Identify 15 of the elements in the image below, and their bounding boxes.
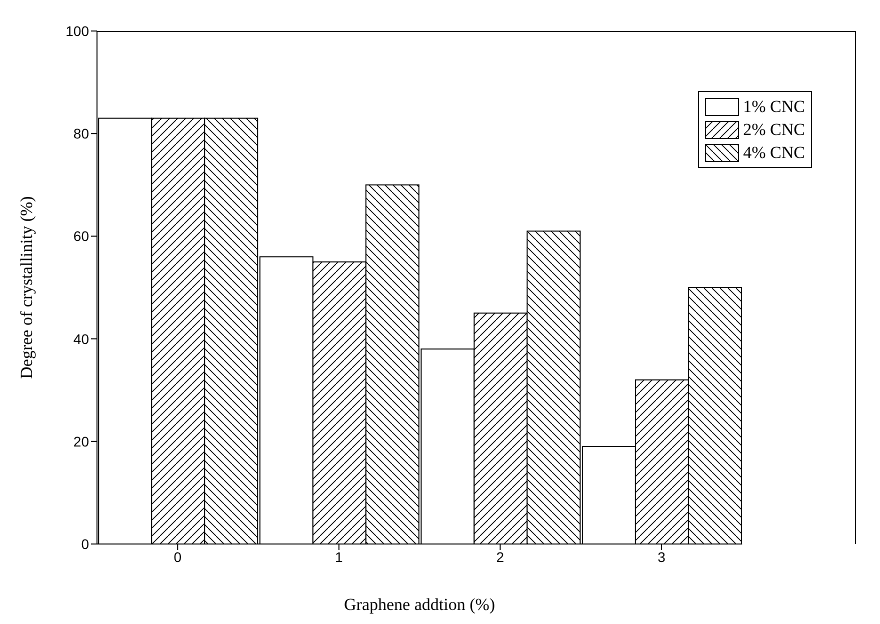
x-tick-label: 0	[174, 548, 182, 565]
y-tick-label: 0	[81, 536, 90, 552]
y-tick-label: 100	[66, 22, 90, 39]
legend-label: 2% CNC	[743, 120, 805, 140]
y-axis-title: Degree of crystallinity (%)	[17, 196, 36, 379]
y-tick-label: 20	[73, 433, 90, 450]
legend-label: 4% CNC	[743, 142, 805, 162]
y-tick-label: 60	[73, 228, 90, 244]
x-tick-label: 1	[335, 548, 344, 565]
x-tick-label: 3	[658, 548, 666, 565]
x-tick-label: 2	[496, 548, 504, 565]
legend-label: 1% CNC	[743, 96, 805, 116]
x-axis-title: Graphene addtion (%)	[344, 595, 496, 614]
y-tick-label: 40	[73, 330, 90, 347]
y-tick-label: 80	[73, 126, 90, 142]
